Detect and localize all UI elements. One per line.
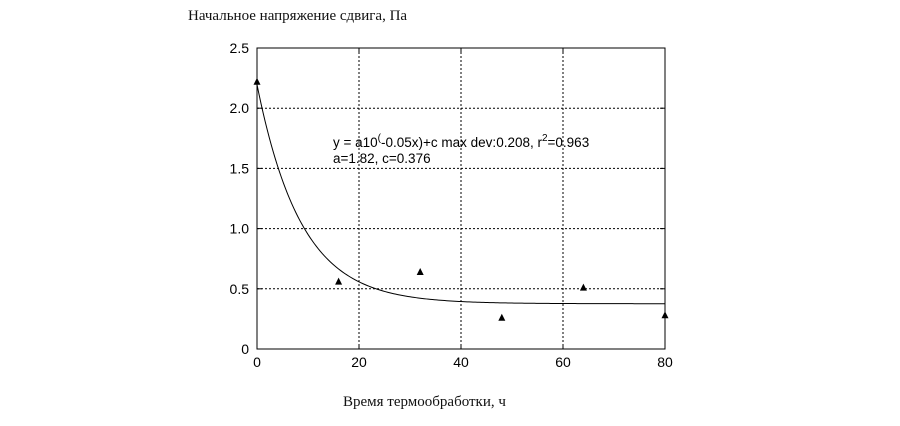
x-tick-label: 40 [453,354,469,370]
data-point-marker [579,283,587,291]
y-tick-label: 2.5 [230,40,250,56]
y-tick-label: 0.5 [230,281,250,297]
x-tick-label: 80 [657,354,673,370]
data-point-marker [335,277,343,285]
y-axis-title: Начальное напряжение сдвига, Па [188,8,408,24]
y-tick-label: 1.0 [230,221,250,237]
data-point-marker [416,267,424,275]
data-point-marker [253,77,261,85]
axis-ticks: 0 20 40 60 80 0 0.5 1.0 1.5 2.0 2.5 [230,40,673,370]
fit-curve [256,84,665,305]
y-tick-label: 1.5 [230,160,250,176]
y-tick-label: 0 [241,341,249,357]
fit-equation-line2: a=1.82, c=0.376 [333,151,431,166]
x-axis-title: Время термообработки, ч [343,394,506,410]
data-points [253,77,669,321]
x-tick-label: 0 [253,354,261,370]
data-point-marker [498,313,506,321]
grid-lines [257,48,665,349]
data-point-marker [661,311,669,319]
y-tick-label: 2.0 [230,100,250,116]
x-tick-label: 60 [555,354,571,370]
fit-equation-line1: y = a10(-0.05x)+c max dev:0.208, r2=0.96… [333,133,589,150]
x-tick-label: 20 [351,354,367,370]
